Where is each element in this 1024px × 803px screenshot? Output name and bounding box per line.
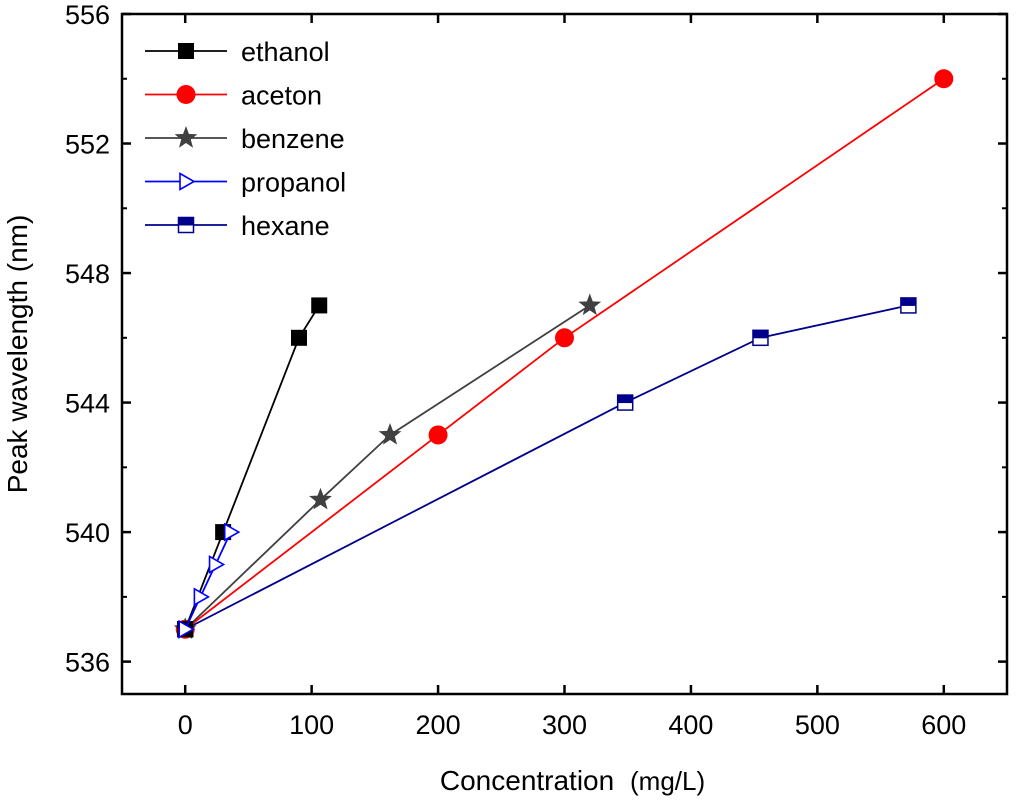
axes: 0 100 200 300 400 500 600 536 540 544 548 552 556: [65, 0, 1009, 740]
data-point-aceton: [428, 425, 448, 445]
plot-frame: [120, 12, 1009, 696]
legend-entry-ethanol: ethanol: [145, 37, 330, 67]
data-point-ethanol: [311, 297, 328, 314]
legend-label-aceton: aceton: [241, 81, 322, 111]
data-point-hexane: [752, 329, 769, 347]
x-tick-label: 0: [178, 710, 193, 740]
data-point-propanol-shape: [223, 522, 241, 542]
data-point-hexane: [900, 297, 917, 314]
x-tick-label: 400: [668, 710, 713, 740]
legend-marker-propanol-shape: [179, 172, 196, 191]
data-point-benzene-shape: [309, 487, 332, 510]
y-tick-label: 540: [65, 518, 110, 548]
x-tick-label: 100: [289, 710, 334, 740]
legend-marker-ethanol: [178, 43, 194, 59]
data-point-hexane-fill: [617, 395, 633, 404]
data-point-aceton: [934, 69, 954, 89]
data-point-hexane-fill: [752, 330, 768, 339]
x-axis-title-text: Concentration: [440, 765, 614, 796]
x-tick-label: 600: [921, 710, 966, 740]
legend-marker-hexane-fill: [178, 217, 194, 226]
series-line-ethanol: [184, 304, 320, 630]
data-point-aceton-shape: [934, 69, 954, 89]
legend: ethanol aceton benzene propanol hexane: [145, 37, 346, 241]
series-layer: [173, 69, 954, 639]
y-axis-title: Peak wavelength (nm): [2, 215, 33, 494]
data-point-propanol-shape: [178, 619, 195, 639]
legend-entry-benzene: benzene: [145, 124, 345, 154]
data-point-propanol-shape: [193, 587, 210, 607]
y-tick-label: 556: [65, 0, 110, 30]
legend-marker-benzene-shape: [174, 126, 198, 148]
legend-label-propanol: propanol: [241, 168, 346, 198]
series-ethanol: [177, 297, 328, 638]
legend-entry-hexane: hexane: [145, 211, 330, 241]
data-point-hexane: [616, 394, 634, 411]
legend-marker-benzene: [174, 126, 198, 148]
data-point-aceton-shape: [428, 425, 448, 445]
data-point-aceton-shape: [555, 328, 574, 348]
data-point-propanol: [178, 619, 195, 639]
data-point-propanol: [223, 522, 241, 542]
data-point-ethanol-shape: [311, 297, 328, 314]
x-tick-label: 300: [542, 710, 587, 740]
data-point-benzene: [378, 422, 402, 445]
legend-marker-propanol: [179, 172, 196, 191]
legend-label-hexane: hexane: [241, 211, 330, 241]
x-tick-label: 500: [795, 710, 840, 740]
data-point-ethanol-shape: [291, 329, 307, 346]
x-tick-label: 200: [416, 710, 461, 740]
legend-entry-aceton: aceton: [145, 81, 322, 111]
series-hexane: [176, 297, 917, 638]
data-point-propanol-shape: [208, 555, 226, 574]
x-axis-unit: (mg/L): [630, 766, 705, 796]
legend-label-ethanol: ethanol: [241, 37, 330, 67]
data-point-hexane-fill: [900, 297, 916, 306]
data-point-aceton: [555, 328, 574, 348]
series-line-propanol: [184, 531, 232, 630]
data-point-benzene: [578, 293, 602, 316]
y-tick-label: 544: [65, 389, 110, 419]
data-point-propanol: [208, 555, 226, 574]
legend-entry-propanol: propanol: [145, 168, 346, 198]
y-tick-label: 552: [65, 130, 110, 160]
legend-marker-aceton-shape: [176, 85, 196, 104]
data-point-benzene-shape: [578, 293, 602, 316]
data-point-propanol: [193, 587, 210, 607]
series-benzene: [173, 293, 602, 639]
legend-marker-hexane: [177, 216, 195, 234]
series-line-hexane: [184, 304, 909, 631]
y-tick-label: 548: [65, 259, 110, 289]
data-point-ethanol: [291, 329, 307, 346]
legend-marker-aceton: [176, 85, 196, 104]
x-axis-title: Concentration (mg/L): [440, 765, 705, 796]
legend-label-benzene: benzene: [241, 124, 345, 154]
series-line-benzene: [184, 304, 591, 630]
series-propanol: [178, 522, 241, 639]
legend-marker-ethanol-shape: [178, 43, 194, 59]
data-point-benzene-shape: [378, 422, 402, 445]
series-line-aceton: [184, 78, 945, 630]
y-tick-label: 536: [65, 648, 110, 678]
data-point-benzene: [309, 487, 332, 510]
